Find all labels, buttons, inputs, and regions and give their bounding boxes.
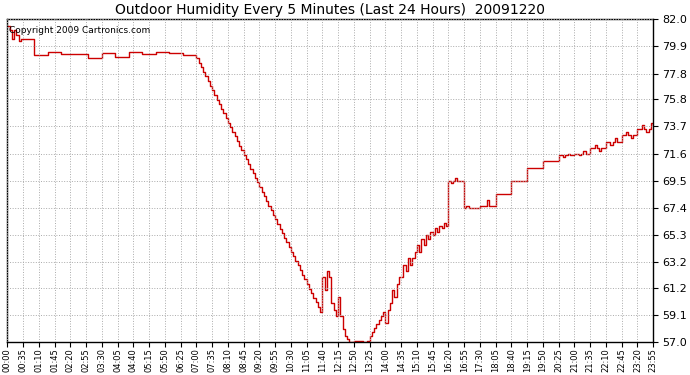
Title: Outdoor Humidity Every 5 Minutes (Last 24 Hours)  20091220: Outdoor Humidity Every 5 Minutes (Last 2… — [115, 3, 545, 17]
Text: Copyright 2009 Cartronics.com: Copyright 2009 Cartronics.com — [8, 26, 150, 35]
